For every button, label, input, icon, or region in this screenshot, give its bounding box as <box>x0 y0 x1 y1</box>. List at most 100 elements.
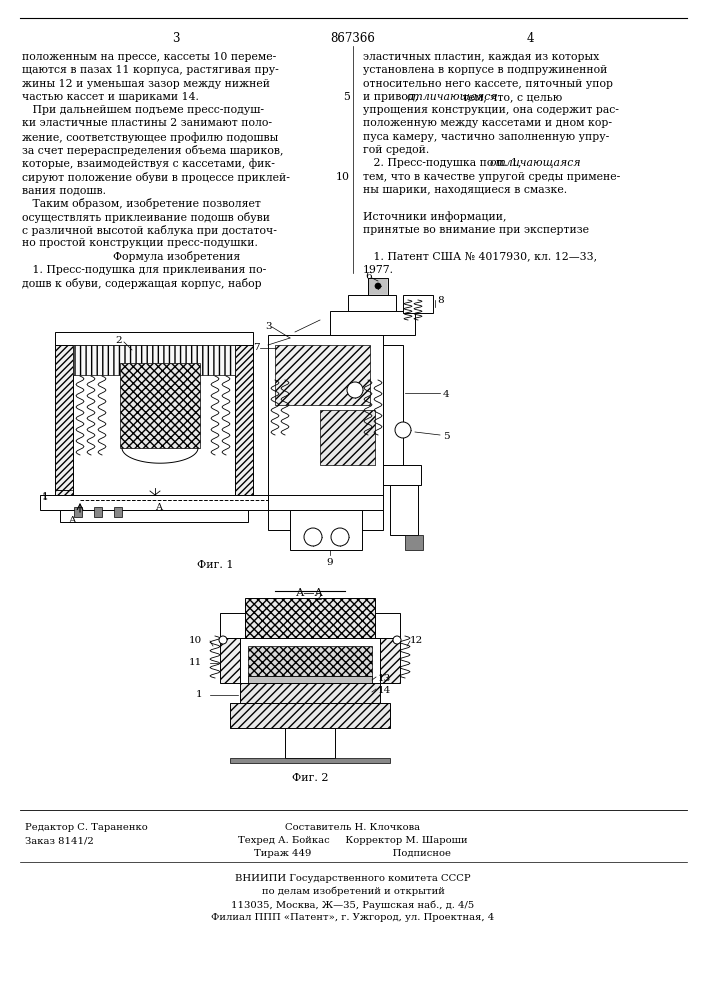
Text: 9: 9 <box>326 558 332 567</box>
Text: жение, соответствующее профилю подошвы: жение, соответствующее профилю подошвы <box>22 132 279 143</box>
Bar <box>285 728 335 758</box>
Bar <box>383 345 403 465</box>
Bar <box>403 295 433 313</box>
Circle shape <box>375 283 381 289</box>
Text: 2: 2 <box>315 593 322 602</box>
Text: Заказ 8141/2: Заказ 8141/2 <box>25 836 94 845</box>
Bar <box>60 510 248 522</box>
Bar <box>220 638 240 683</box>
Text: 3: 3 <box>173 32 180 45</box>
Text: 113035, Москва, Ж—35, Раушская наб., д. 4/5: 113035, Москва, Ж—35, Раушская наб., д. … <box>231 900 474 910</box>
Bar <box>348 295 396 311</box>
Bar <box>74 507 82 517</box>
Text: положенную между кассетами и дном кор-: положенную между кассетами и дном кор- <box>363 118 612 128</box>
Text: 1: 1 <box>42 492 49 501</box>
Bar <box>73 345 235 495</box>
Text: 867366: 867366 <box>331 32 375 45</box>
Text: вания подошв.: вания подошв. <box>22 185 106 195</box>
Text: ки эластичные пластины 2 занимают поло-: ки эластичные пластины 2 занимают поло- <box>22 118 272 128</box>
Text: 1: 1 <box>42 493 49 502</box>
Text: Составитель Н. Клочкова: Составитель Н. Клочкова <box>286 823 421 832</box>
Bar <box>73 345 235 375</box>
Text: осуществлять приклеивание подошв обуви: осуществлять приклеивание подошв обуви <box>22 212 270 223</box>
Bar <box>245 598 375 638</box>
Text: относительно него кассете, пяточный упор: относительно него кассете, пяточный упор <box>363 79 613 89</box>
Text: отличающаяся: отличающаяся <box>489 158 580 168</box>
Bar <box>290 510 362 550</box>
Text: пуса камеру, частично заполненную упру-: пуса камеру, частично заполненную упру- <box>363 132 609 142</box>
Bar <box>405 535 423 550</box>
Text: тем, что в качестве упругой среды примене-: тем, что в качестве упругой среды примен… <box>363 172 620 182</box>
Bar <box>40 495 268 510</box>
Text: Фиг. 2: Фиг. 2 <box>292 773 328 783</box>
Text: с различной высотой каблука при достаточ-: с различной высотой каблука при достаточ… <box>22 225 277 236</box>
Text: ны шарики, находящиеся в смазке.: ны шарики, находящиеся в смазке. <box>363 185 567 195</box>
Text: 11: 11 <box>189 658 202 667</box>
Text: Тираж 449                          Подписное: Тираж 449 Подписное <box>255 849 452 858</box>
Text: принятые во внимание при экспертизе: принятые во внимание при экспертизе <box>363 225 589 235</box>
Bar <box>268 335 383 530</box>
Bar <box>114 507 122 517</box>
Text: и привод,: и привод, <box>363 92 421 102</box>
Text: 5: 5 <box>443 432 450 441</box>
Bar <box>240 638 380 683</box>
Bar <box>230 703 390 728</box>
Text: гой средой.: гой средой. <box>363 145 429 155</box>
Text: сируют положение обуви в процессе приклей-: сируют положение обуви в процессе прикле… <box>22 172 290 183</box>
Text: щаются в пазах 11 корпуса, растягивая пру-: щаются в пазах 11 корпуса, растягивая пр… <box>22 65 279 75</box>
Text: 10: 10 <box>189 636 202 645</box>
Bar <box>55 332 253 345</box>
Text: Формула изобретения: Формула изобретения <box>113 251 240 262</box>
Text: отличающаяся: отличающаяся <box>407 92 498 102</box>
Text: 6: 6 <box>365 272 372 281</box>
Bar <box>55 345 73 495</box>
Text: ВНИИПИ Государственного комитета СССР: ВНИИПИ Государственного комитета СССР <box>235 874 471 883</box>
Bar <box>383 465 421 485</box>
Text: При дальнейшем подъеме пресс-подуш-: При дальнейшем подъеме пресс-подуш- <box>22 105 264 115</box>
Bar <box>248 676 372 683</box>
Text: но простой конструкции пресс-подушки.: но простой конструкции пресс-подушки. <box>22 238 258 248</box>
Text: 1. Пресс-подушка для приклеивания по-: 1. Пресс-подушка для приклеивания по- <box>22 265 267 275</box>
Text: за счет перераспределения объема шариков,: за счет перераспределения объема шариков… <box>22 145 284 156</box>
Bar <box>220 613 245 638</box>
Circle shape <box>347 382 363 398</box>
Text: дошв к обуви, содержащая корпус, набор: дошв к обуви, содержащая корпус, набор <box>22 278 262 289</box>
Text: A: A <box>155 503 162 512</box>
Bar <box>268 495 383 510</box>
Text: Фиг. 1: Фиг. 1 <box>197 560 233 570</box>
Text: 13: 13 <box>378 674 391 683</box>
Text: А—А: А—А <box>296 588 324 598</box>
Bar <box>275 345 370 405</box>
Bar <box>390 485 418 535</box>
Bar <box>368 278 388 295</box>
Bar <box>230 758 390 763</box>
Circle shape <box>331 528 349 546</box>
Text: установлена в корпусе в подпружиненной: установлена в корпусе в подпружиненной <box>363 65 607 75</box>
Text: 7: 7 <box>253 343 259 352</box>
Text: эластичных пластин, каждая из которых: эластичных пластин, каждая из которых <box>363 52 600 62</box>
Text: A: A <box>68 516 76 525</box>
Circle shape <box>393 636 401 644</box>
Bar <box>330 311 415 335</box>
Text: Техред А. Бойкас     Корректор М. Шароши: Техред А. Бойкас Корректор М. Шароши <box>238 836 468 845</box>
Text: Источники информации,: Источники информации, <box>363 212 506 222</box>
Text: тем, что, с целью: тем, что, с целью <box>459 92 562 102</box>
Text: 3: 3 <box>265 322 271 331</box>
Text: 4: 4 <box>526 32 534 45</box>
Text: 5: 5 <box>343 92 350 102</box>
Text: 2: 2 <box>115 336 122 345</box>
Bar <box>320 410 375 465</box>
Text: 10: 10 <box>336 172 350 182</box>
Circle shape <box>304 528 322 546</box>
Bar <box>248 646 372 676</box>
Text: 12: 12 <box>410 636 423 645</box>
Text: которые, взаимодействуя с кассетами, фик-: которые, взаимодействуя с кассетами, фик… <box>22 158 275 169</box>
Text: жины 12 и уменьшая зазор между нижней: жины 12 и уменьшая зазор между нижней <box>22 79 270 89</box>
Text: 1977.: 1977. <box>363 265 394 275</box>
Bar <box>375 613 400 638</box>
Text: 2. Пресс-подушка по п. 1,: 2. Пресс-подушка по п. 1, <box>363 158 525 168</box>
Circle shape <box>219 636 227 644</box>
Bar <box>380 638 400 683</box>
Text: Таким образом, изобретение позволяет: Таким образом, изобретение позволяет <box>22 198 261 209</box>
Text: 1: 1 <box>195 690 202 699</box>
